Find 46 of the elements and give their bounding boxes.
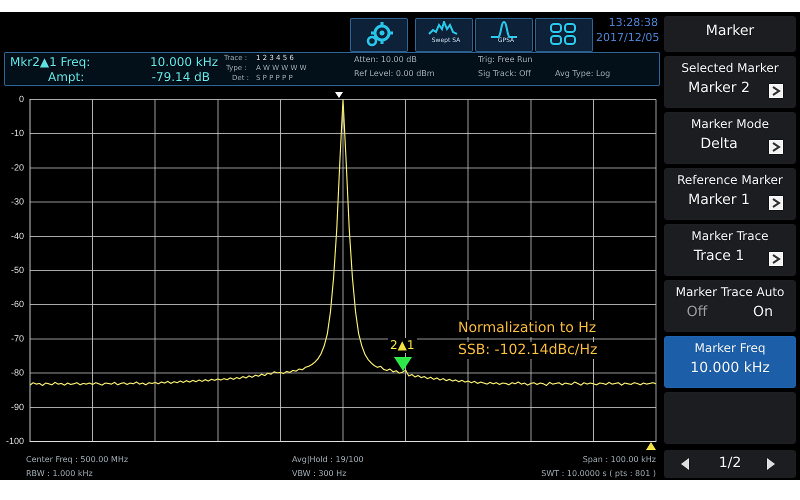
text: Trace 1 <box>692 248 746 264</box>
text: Reference Marker <box>676 173 784 188</box>
text: Marker Trace Auto <box>674 285 786 300</box>
text: Marker <box>704 23 756 40</box>
text: Avg Type: Log <box>555 69 610 79</box>
y-tick-label: -20 <box>11 162 24 172</box>
text: RBW : 1.000 kHz <box>26 469 93 479</box>
text: Span : 100.00 kHz <box>582 455 656 465</box>
y-tick-label: -70 <box>11 333 24 344</box>
y-tick-label: -90 <box>11 402 24 412</box>
text: 10.000 kHz <box>689 360 771 376</box>
text: Selected Marker <box>680 61 780 76</box>
text: SWT : 10.0000 s ( pts : 801 ) <box>540 469 656 479</box>
text: Delta <box>699 136 739 152</box>
annotation: SSB: -102.14dBc/Hz <box>456 342 600 360</box>
text: 1/2 <box>718 455 742 472</box>
y-tick-label: -10 <box>11 128 24 138</box>
text: Marker 2 <box>687 80 751 96</box>
text: 2017/12/05 <box>596 31 660 44</box>
y-tick-label: -80 <box>11 368 24 378</box>
text: Sig Track: Off <box>478 69 531 79</box>
text: Ref Level: 0.00 dBm <box>354 69 435 79</box>
text: Marker Mode <box>690 117 770 132</box>
text: Marker 1 <box>687 192 751 208</box>
y-tick-label: -40 <box>11 230 24 241</box>
text: VBW : 300 Hz <box>292 469 346 479</box>
text: 13:28:38 <box>608 16 658 30</box>
text: Marker Freq <box>694 341 766 356</box>
annotation: 2▲1 <box>388 338 416 354</box>
text: Off <box>686 304 708 320</box>
text: Ampt: <box>48 70 84 84</box>
text: 10.000 kHz <box>150 55 218 70</box>
y-tick-label: -50 <box>11 264 24 275</box>
text: Marker Trace <box>690 229 770 244</box>
y-tick-label: -100 <box>6 436 24 446</box>
text: Avg|Hold : 19/100 <box>292 455 364 465</box>
text: -79.14 dB <box>150 70 210 84</box>
text: Trig: Free Run <box>478 55 532 65</box>
text: Center Freq : 500.00 MHz <box>26 455 128 465</box>
y-tick-label: 0 <box>19 94 24 104</box>
text: On <box>752 304 774 320</box>
annotation: Normalization to Hz <box>456 320 598 338</box>
y-tick-label: -60 <box>11 299 24 310</box>
y-tick-label: -30 <box>11 196 24 207</box>
text: Atten: 10.00 dB <box>354 55 417 65</box>
text: Mkr2▲1 Freq: <box>10 55 90 70</box>
